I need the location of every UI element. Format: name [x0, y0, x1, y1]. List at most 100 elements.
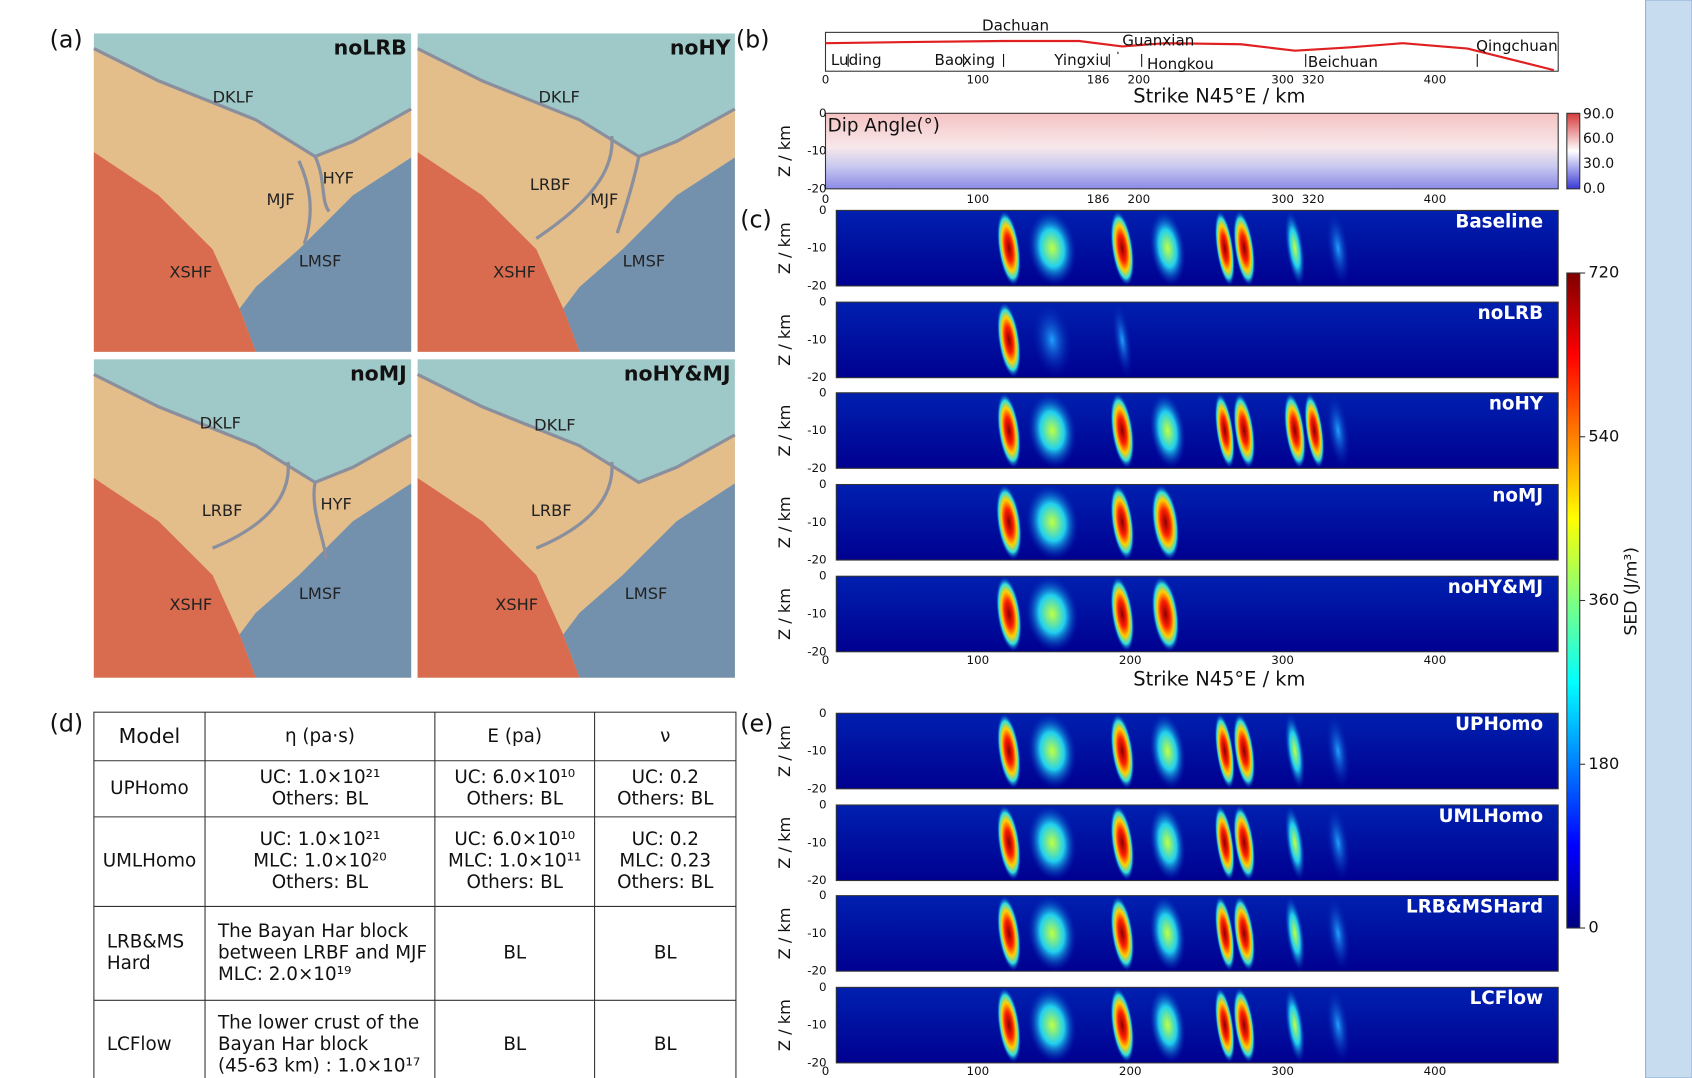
- fault-label: DKLF: [213, 88, 254, 107]
- table-cell: Others: BL: [272, 872, 369, 893]
- x-tick-label: 400: [1424, 72, 1447, 86]
- panel-label: (b): [736, 26, 770, 54]
- z-tick-label: -10: [807, 744, 826, 758]
- fault-label: XSHF: [493, 263, 536, 282]
- fault-map: noHY&MJDKLFLRBFXSHFLMSF: [418, 359, 735, 677]
- table-cell: Hard: [107, 953, 151, 974]
- model-label: LRB&MSHard: [1406, 897, 1543, 918]
- x-tick-label: 400: [1424, 192, 1447, 206]
- z-tick-label: 0: [819, 203, 827, 217]
- z-tick-label: 0: [819, 385, 827, 399]
- fault-label: DKLF: [538, 88, 579, 107]
- model-label: noMJ: [1492, 485, 1543, 506]
- panel-label: (d): [50, 710, 84, 738]
- colorbar-tick-label: 90.0: [1583, 106, 1614, 122]
- table-cell: between LRBF and MJF: [218, 942, 427, 963]
- z-tick-label: -10: [807, 241, 826, 255]
- colorbar-tick-label: 0.0: [1583, 181, 1605, 197]
- fault-label: DKLF: [200, 414, 241, 433]
- model-label: Baseline: [1455, 211, 1543, 232]
- map-title: noHY: [670, 36, 732, 60]
- x-tick-label: 320: [1302, 192, 1325, 206]
- z-tick-label: -20: [807, 181, 826, 195]
- sed-strip: [836, 987, 1558, 1063]
- x-tick-label: 0: [822, 653, 830, 667]
- place-label: Guanxian: [1122, 32, 1194, 50]
- table-header: η (pa·s): [285, 726, 355, 747]
- z-tick-label: 0: [819, 980, 827, 994]
- z-tick-label: -20: [807, 370, 826, 384]
- model-label: LCFlow: [1470, 988, 1544, 1009]
- z-tick-label: -20: [807, 781, 826, 795]
- sed-strip: [836, 210, 1558, 286]
- colorbar-tick-label: 30.0: [1583, 156, 1614, 172]
- fault-label: LRBF: [202, 501, 243, 520]
- table-cell: Others: BL: [617, 872, 714, 893]
- z-axis-label: Z / km: [775, 907, 794, 959]
- z-axis-label: Z / km: [775, 725, 794, 777]
- table-cell: LRB&MS: [107, 932, 184, 953]
- table-cell: MLC: 0.23: [619, 851, 711, 872]
- fault-label: LMSF: [299, 584, 342, 603]
- z-axis-label: Z / km: [775, 222, 794, 274]
- fault-label: DKLF: [534, 416, 575, 435]
- figure: (a)(b)(c)(d)(e)noLRBDKLFHYFMJFXSHFLMSFno…: [0, 0, 1692, 1078]
- x-tick-label: 0: [822, 1064, 830, 1078]
- table-cell: Others: BL: [467, 872, 564, 893]
- place-label: Baoxing: [934, 51, 995, 69]
- fault-label: LMSF: [299, 252, 342, 271]
- x-tick-label: 200: [1119, 653, 1142, 667]
- x-tick-label: 100: [967, 1064, 990, 1078]
- z-axis-label: Z / km: [775, 314, 794, 366]
- x-tick-label: 200: [1128, 192, 1151, 206]
- z-tick-label: -10: [807, 423, 826, 437]
- table-cell: BL: [503, 1034, 527, 1055]
- table-cell: The lower crust of the: [217, 1013, 419, 1034]
- z-axis-label: Z / km: [775, 405, 794, 457]
- colorbar-tick-label: 60.0: [1583, 131, 1614, 147]
- dip-title: Dip Angle(°): [828, 115, 940, 136]
- fault-map: noMJDKLFLRBFHYFXSHFLMSF: [94, 359, 411, 677]
- table-header: ν: [660, 726, 670, 747]
- z-tick-label: -20: [807, 873, 826, 887]
- fault-label: LMSF: [625, 584, 668, 603]
- fault-label: HYF: [323, 169, 354, 188]
- table-cell: MLC: 1.0×10¹¹: [448, 851, 581, 872]
- z-tick-label: -20: [807, 461, 826, 475]
- x-tick-label: 100: [967, 192, 990, 206]
- dip-colorbar: [1567, 113, 1580, 189]
- table-cell: Others: BL: [617, 789, 714, 810]
- z-tick-label: -20: [807, 964, 826, 978]
- sed-strip: [836, 485, 1558, 561]
- table-cell: MLC: 2.0×10¹⁹: [218, 964, 351, 985]
- map-title: noHY&MJ: [624, 361, 731, 385]
- table-cell: UC: 1.0×10²¹: [260, 829, 381, 850]
- model-label: noLRB: [1478, 303, 1543, 324]
- fault-label: XSHF: [169, 263, 212, 282]
- table-cell: Others: BL: [272, 789, 369, 810]
- z-tick-label: 0: [819, 569, 827, 583]
- x-tick-label: 200: [1119, 1064, 1142, 1078]
- table-cell: (45-63 km) : 1.0×10¹⁷: [218, 1056, 420, 1077]
- table-cell: UC: 6.0×10¹⁰: [454, 829, 575, 850]
- z-axis-label: Z / km: [775, 588, 794, 640]
- x-axis-label: Strike N45°E / km: [1133, 667, 1305, 690]
- table-cell: UC: 0.2: [632, 829, 699, 850]
- table-cell: The Bayan Har block: [217, 921, 409, 942]
- table-cell: MLC: 1.0×10²⁰: [253, 851, 386, 872]
- sed-colorbar: [1567, 273, 1580, 928]
- place-label: Beichuan: [1308, 53, 1378, 71]
- z-axis-label: Z / km: [775, 817, 794, 869]
- map-title: noLRB: [334, 36, 407, 60]
- table-cell: BL: [503, 942, 527, 963]
- x-tick-label: 186: [1087, 192, 1110, 206]
- model-label: UPHomo: [1455, 714, 1543, 735]
- z-tick-label: -10: [807, 144, 826, 158]
- z-tick-label: 0: [819, 106, 827, 120]
- x-tick-label: 100: [967, 72, 990, 86]
- z-tick-label: 0: [819, 706, 827, 720]
- x-tick-label: 300: [1271, 192, 1294, 206]
- fault-label: MJF: [590, 190, 618, 209]
